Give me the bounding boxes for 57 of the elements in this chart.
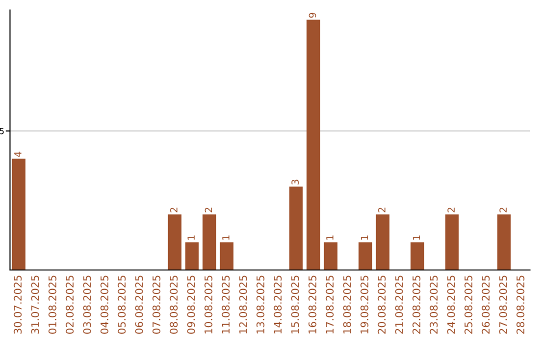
data-label: 1 [360,236,368,240]
x-tick-label: 31.07.2025 [31,276,40,334]
x-tick-label: 15.08.2025 [291,276,300,334]
bar [445,214,459,270]
data-label: 1 [222,236,230,240]
data-label: 2 [170,208,178,212]
x-tick-label: 26.08.2025 [482,276,490,334]
x-tick-label: 04.08.2025 [100,276,108,334]
data-label: 2 [499,208,507,212]
x-tick-label: 06.08.2025 [135,276,144,334]
data-label: 2 [447,208,455,212]
bar [306,20,320,270]
x-tick-label: 14.08.2025 [274,276,282,334]
bar [324,242,338,270]
data-label: 3 [291,180,299,184]
x-tick-label: 02.08.2025 [66,276,74,334]
x-tick-label: 22.08.2025 [412,276,420,334]
data-label: 4 [14,152,22,157]
y-tick-label: 5 [0,128,4,134]
bar [185,242,199,270]
x-tick-label: 30.07.2025 [14,276,22,334]
bar [410,242,424,270]
x-tick-label: 11.08.2025 [222,276,230,334]
bar [12,158,26,270]
bar [358,242,372,270]
bar [168,214,182,270]
bar [202,214,216,270]
x-tick-label: 03.08.2025 [83,276,92,334]
x-tick-label: 09.08.2025 [187,276,196,334]
x-tick-label: 23.08.2025 [430,276,438,334]
bar [289,186,303,270]
x-tick-label: 28.08.2025 [516,276,524,334]
bar [497,214,511,270]
x-tick-label: 19.08.2025 [360,276,368,334]
x-tick-label: 24.08.2025 [447,276,456,334]
bar [220,242,234,270]
x-tick-label: 17.08.2025 [326,276,334,334]
data-label: 2 [204,208,212,212]
x-tick-label: 18.08.2025 [343,276,352,334]
x-tick-label: 05.08.2025 [118,276,126,334]
x-tick-label: 20.08.2025 [378,276,386,334]
x-tick-label: 25.08.2025 [464,276,472,334]
data-label: 2 [378,208,386,212]
x-tick-label: 07.08.2025 [152,276,160,334]
data-label: 1 [326,236,334,240]
data-label: 9 [308,12,316,18]
bar [376,214,390,270]
x-tick-label: 10.08.2025 [204,276,212,334]
x-tick-label: 08.08.2025 [170,276,178,334]
x-tick-label: 16.08.2025 [308,276,316,334]
x-tick-label: 12.08.2025 [239,276,248,334]
x-tick-label: 21.08.2025 [395,276,404,334]
x-tick-label: 13.08.2025 [256,276,264,334]
x-tick-label: 27.08.2025 [499,276,508,334]
data-label: 1 [412,236,420,240]
data-label: 1 [188,236,195,240]
x-tick-label: 01.08.2025 [48,276,56,334]
